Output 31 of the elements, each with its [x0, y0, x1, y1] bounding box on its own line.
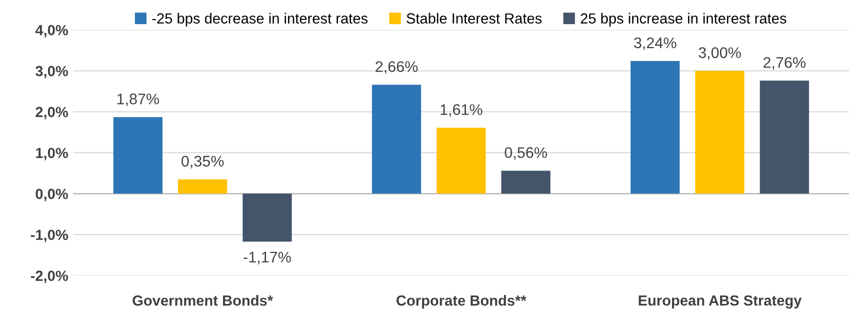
y-tick-label: -2,0%	[30, 270, 68, 284]
y-tick-label: 3,0%	[36, 66, 68, 78]
legend-label: -25 bps decrease in interest rates	[152, 12, 368, 27]
bar	[178, 179, 228, 194]
bar	[501, 170, 550, 194]
bar	[760, 80, 809, 194]
bar	[695, 70, 744, 194]
data-label: 1,87%	[117, 94, 160, 106]
x-tick-label: European ABS Strategy	[638, 295, 802, 309]
y-tick-label: 0,0%	[36, 188, 68, 202]
x-tick-label: Corporate Bonds**	[396, 295, 526, 309]
data-label: 0,56%	[504, 147, 547, 160]
y-tick-label: 1,0%	[36, 148, 68, 160]
y-tick-label: 4,0%	[35, 24, 68, 38]
bar	[113, 117, 162, 194]
data-label: 2,76%	[764, 57, 806, 70]
bar	[436, 128, 486, 194]
data-label: 0,35%	[182, 156, 224, 168]
y-tick-label: 2,0%	[36, 106, 68, 120]
bar	[372, 84, 422, 194]
x-tick-label: Government Bonds*	[132, 295, 274, 306]
legend-label: Stable Interest Rates	[406, 12, 542, 24]
legend-label: 25 bps increase in interest rates	[580, 12, 786, 27]
y-tick-label: -1,0%	[30, 230, 68, 242]
bar	[630, 61, 680, 194]
data-label: 3,00%	[698, 47, 741, 60]
data-label: 2,66%	[376, 61, 418, 74]
data-label: 3,24%	[634, 37, 676, 50]
data-label: -1,17%	[244, 252, 291, 264]
data-label: 1,61%	[440, 104, 482, 117]
bar	[242, 194, 292, 242]
